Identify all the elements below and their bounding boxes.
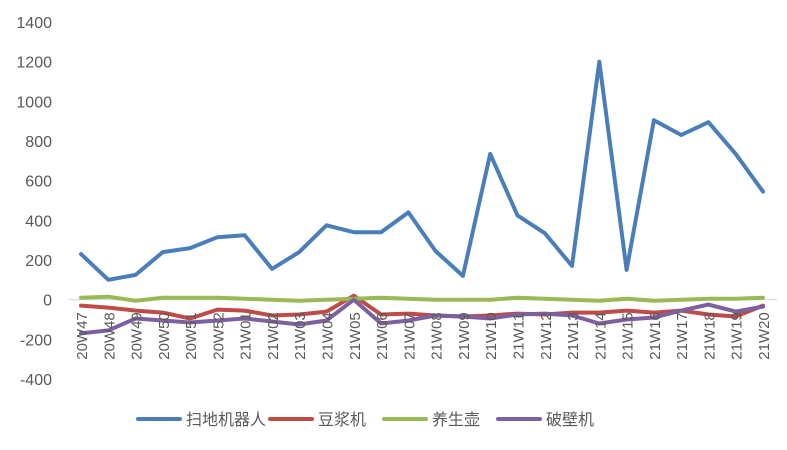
x-tick-label: 20W50 bbox=[156, 312, 173, 360]
x-tick-label: 21W13 bbox=[565, 312, 582, 360]
y-tick-label: -200 bbox=[20, 332, 52, 349]
x-tick-label: 20W51 bbox=[183, 312, 200, 360]
legend-label-1: 扫地机器人 bbox=[186, 410, 266, 429]
x-tick-label: 21W07 bbox=[401, 312, 418, 360]
series-line-3 bbox=[79, 294, 765, 303]
x-tick-label: 21W15 bbox=[620, 312, 637, 360]
series-line-1 bbox=[79, 59, 765, 282]
x-tick-label: 21W16 bbox=[647, 312, 664, 360]
y-tick-label: 1400 bbox=[16, 15, 52, 32]
y-axis: -400 -200 0 200 400 600 800 1000 1200 1400 bbox=[16, 15, 52, 389]
x-tick-label: 21W01 bbox=[238, 312, 255, 360]
x-tick-label: 21W06 bbox=[374, 312, 391, 360]
x-tick-label: 21W17 bbox=[674, 312, 691, 360]
legend-label-4: 破壁机 bbox=[546, 410, 594, 429]
series-lines bbox=[79, 59, 765, 336]
y-tick-label: 1200 bbox=[16, 55, 52, 72]
x-tick-label: 21W09 bbox=[456, 312, 473, 360]
legend-label-2: 豆浆机 bbox=[318, 410, 366, 429]
x-tick-label: 21W20 bbox=[756, 312, 773, 360]
x-tick-label: 21W02 bbox=[265, 312, 282, 360]
series-line-4 bbox=[79, 297, 765, 336]
x-tick-label: 20W52 bbox=[210, 312, 227, 360]
x-tick-label: 21W03 bbox=[292, 312, 309, 360]
y-tick-label: 200 bbox=[25, 253, 52, 270]
series-line-2 bbox=[79, 293, 765, 321]
x-tick-label: 20W47 bbox=[74, 312, 91, 360]
y-tick-label: 1000 bbox=[16, 94, 52, 111]
x-tick-label: 21W04 bbox=[320, 312, 337, 360]
y-tick-label: 0 bbox=[43, 293, 52, 310]
x-tick-label: 21W14 bbox=[592, 312, 609, 360]
y-tick-label: 400 bbox=[25, 213, 52, 230]
legend: 扫地机器人 豆浆机 养生壶 破壁机 bbox=[136, 410, 594, 429]
x-tick-label: 20W49 bbox=[129, 312, 146, 360]
x-tick-label: 21W10 bbox=[483, 312, 500, 360]
x-tick-label: 20W48 bbox=[101, 312, 118, 360]
x-tick-label: 21W18 bbox=[701, 312, 718, 360]
x-tick-label: 21W12 bbox=[538, 312, 555, 360]
x-tick-label: 21W11 bbox=[510, 313, 527, 359]
x-axis: 20W47 20W48 20W49 20W50 20W51 20W52 21W01 21W02… bbox=[74, 312, 773, 360]
y-tick-label: 800 bbox=[25, 134, 52, 151]
legend-label-3: 养生壶 bbox=[432, 410, 480, 429]
x-tick-label: 21W08 bbox=[429, 312, 446, 360]
y-tick-label: 600 bbox=[25, 174, 52, 191]
x-tick-label: 21W19 bbox=[729, 312, 746, 360]
x-tick-label: 21W05 bbox=[347, 312, 364, 360]
y-tick-label: -400 bbox=[20, 372, 52, 389]
